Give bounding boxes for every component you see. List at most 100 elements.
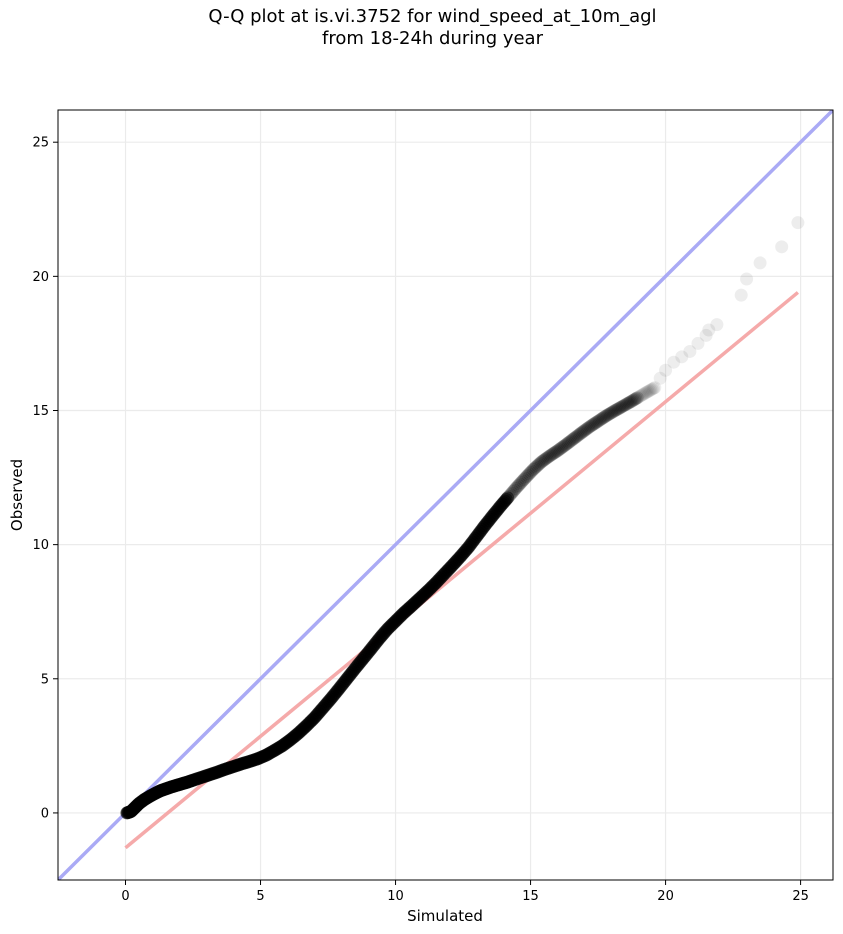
x-axis-label: Simulated [407,907,483,925]
data-point [582,421,596,435]
data-point [561,436,575,450]
data-point [529,460,543,474]
data-point [622,396,636,410]
data-point [507,483,521,497]
data-point [540,451,554,465]
data-point [683,344,697,358]
data-point [641,384,655,398]
data-point [537,453,551,467]
data-point [598,410,612,424]
data-point [513,477,527,491]
fit-line [124,291,800,850]
data-point [557,439,571,453]
data-point [659,363,673,377]
data-point [569,430,583,444]
data-point [506,485,520,499]
y-tick-label-5: 25 [32,136,49,151]
data-point [588,416,602,430]
data-point [544,448,558,462]
data-point [530,459,544,473]
data-point [615,399,629,413]
data-point [636,388,650,402]
data-point [710,318,724,332]
y-tick-label-3: 15 [32,404,49,419]
data-point [547,446,561,460]
data-point [632,390,646,404]
data-point [603,406,617,420]
identity-line [58,110,833,880]
data-point [525,464,539,478]
data-point [601,408,615,422]
data-point [609,403,623,417]
data-point [503,488,517,502]
data-point [613,401,627,415]
data-point [610,403,624,417]
data-point [594,412,608,426]
data-point [548,446,562,460]
data-point [514,476,528,490]
data-point [775,240,789,254]
plot-frame [57,109,834,881]
x-tick-label-3: 15 [522,889,539,904]
data-point [536,454,550,468]
data-point [522,467,536,481]
y-tick-label-1: 5 [41,672,49,687]
data-point [579,423,593,437]
y-tick-label-4: 20 [32,270,49,285]
data-point [753,256,767,270]
data-point [552,443,566,457]
data-point [596,411,610,425]
data-point [575,425,589,439]
data-point [667,355,681,369]
data-point [618,398,632,412]
data-point [518,471,532,485]
data-point [521,468,535,482]
data-point [583,420,597,434]
data-point [619,397,633,411]
data-point [532,458,546,472]
data-point [586,418,600,432]
data-point [628,392,642,406]
data-point [634,388,648,402]
data-point [702,323,716,337]
grid [58,110,833,880]
data-point [584,419,598,433]
data-point [691,336,705,350]
data-point [553,442,567,456]
data-point [578,424,592,438]
x-tick-label-2: 10 [387,889,404,904]
data-point [524,465,538,479]
data-point [592,413,606,427]
data-point [633,389,647,403]
data-point [645,382,659,396]
data-point [599,409,613,423]
data-point [576,425,590,439]
data-point [515,474,529,488]
data-point [602,407,616,421]
data-point [510,480,524,494]
data-point [502,489,516,503]
data-point [623,395,637,409]
data-point [545,447,559,461]
data-point [595,412,609,426]
data-point [574,427,588,441]
data-point [621,396,635,410]
y-tick-label-2: 10 [32,538,49,553]
data-point [646,381,660,395]
y-tick-label-0: 0 [41,806,49,821]
data-point [568,431,582,445]
data-point [653,371,667,385]
data-point [556,440,570,454]
data-point [567,432,581,446]
data-point [587,417,601,431]
data-point [638,386,652,400]
data-point [617,399,631,413]
chart-title: Q-Q plot at is.vi.3752 for wind_speed_at… [208,6,657,49]
data-point [551,444,565,458]
data-point [572,428,586,442]
data-point [734,288,748,302]
data-point [611,402,625,416]
data-point [565,433,579,447]
x-tick-label-5: 25 [792,889,809,904]
